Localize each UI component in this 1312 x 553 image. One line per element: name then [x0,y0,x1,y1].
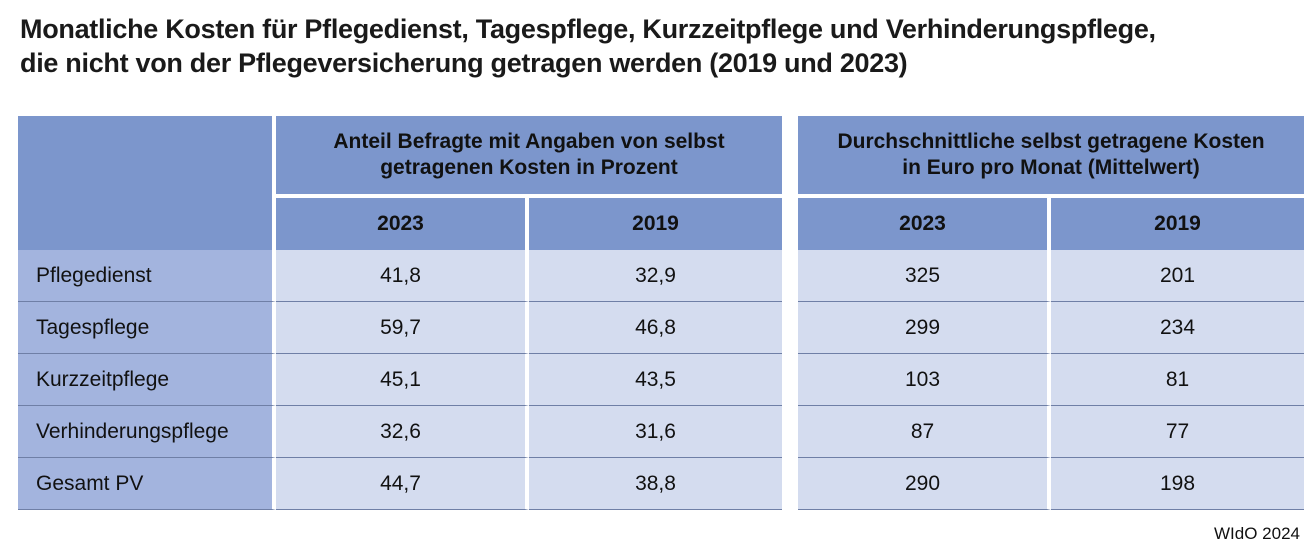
table-row: 299 234 [798,302,1305,354]
share-2019-cell: 46,8 [529,302,782,354]
cost-2019-cell: 234 [1051,302,1305,354]
cost-2023-cell: 103 [798,354,1051,406]
table-row: Verhinderungspflege 32,6 31,6 [18,406,782,458]
row-label: Verhinderungspflege [18,406,276,458]
share-group-line-1: Anteil Befragte mit Angaben von selbst [333,130,725,153]
table-row: 103 81 [798,354,1305,406]
share-2019-cell: 31,6 [529,406,782,458]
table-row: 290 198 [798,458,1305,510]
share-group-header: Anteil Befragte mit Angaben von selbst g… [276,116,782,198]
title-line-2: die nicht von der Pflegeversicherung get… [20,48,908,78]
share-2023-cell: 45,1 [276,354,529,406]
share-2023-cell: 32,6 [276,406,529,458]
share-group-line-2: getragenen Kosten in Prozent [380,156,678,179]
cost-2023-cell: 325 [798,250,1051,302]
share-2023-cell: 44,7 [276,458,529,510]
cost-body: 325 201 299 234 103 81 87 77 290 198 [798,250,1305,510]
cost-group-header: Durchschnittliche selbst getragene Koste… [798,116,1305,198]
cost-year-2019: 2019 [1051,198,1305,250]
title-line-1: Monatliche Kosten für Pflegedienst, Tage… [20,14,1156,44]
chart-title: Monatliche Kosten für Pflegedienst, Tage… [20,12,1156,80]
source-credit: WIdO 2024 [1214,524,1300,543]
row-label: Gesamt PV [18,458,276,510]
share-body: Pflegedienst 41,8 32,9 Tagespflege 59,7 … [18,250,782,510]
corner-header [18,116,276,250]
share-year-2023: 2023 [276,198,529,250]
cost-group-line-1: Durchschnittliche selbst getragene Koste… [837,130,1265,153]
row-label: Pflegedienst [18,250,276,302]
table-row: Tagespflege 59,7 46,8 [18,302,782,354]
cost-table: Durchschnittliche selbst getragene Koste… [798,116,1305,510]
share-table: Anteil Befragte mit Angaben von selbst g… [18,116,782,510]
table-row: Pflegedienst 41,8 32,9 [18,250,782,302]
table-row: Gesamt PV 44,7 38,8 [18,458,782,510]
share-2023-cell: 59,7 [276,302,529,354]
share-2019-cell: 32,9 [529,250,782,302]
cost-2019-cell: 201 [1051,250,1305,302]
cost-2023-cell: 87 [798,406,1051,458]
table-row: 87 77 [798,406,1305,458]
row-label: Tagespflege [18,302,276,354]
cost-group-line-2: in Euro pro Monat (Mittelwert) [902,156,1200,179]
cost-2019-cell: 198 [1051,458,1305,510]
share-year-2019: 2019 [529,198,782,250]
cost-year-2023: 2023 [798,198,1051,250]
row-label: Kurzzeitpflege [18,354,276,406]
cost-2023-cell: 290 [798,458,1051,510]
cost-2019-cell: 77 [1051,406,1305,458]
share-2019-cell: 38,8 [529,458,782,510]
share-2019-cell: 43,5 [529,354,782,406]
table-row: 325 201 [798,250,1305,302]
share-2023-cell: 41,8 [276,250,529,302]
table-row: Kurzzeitpflege 45,1 43,5 [18,354,782,406]
cost-2023-cell: 299 [798,302,1051,354]
cost-2019-cell: 81 [1051,354,1305,406]
